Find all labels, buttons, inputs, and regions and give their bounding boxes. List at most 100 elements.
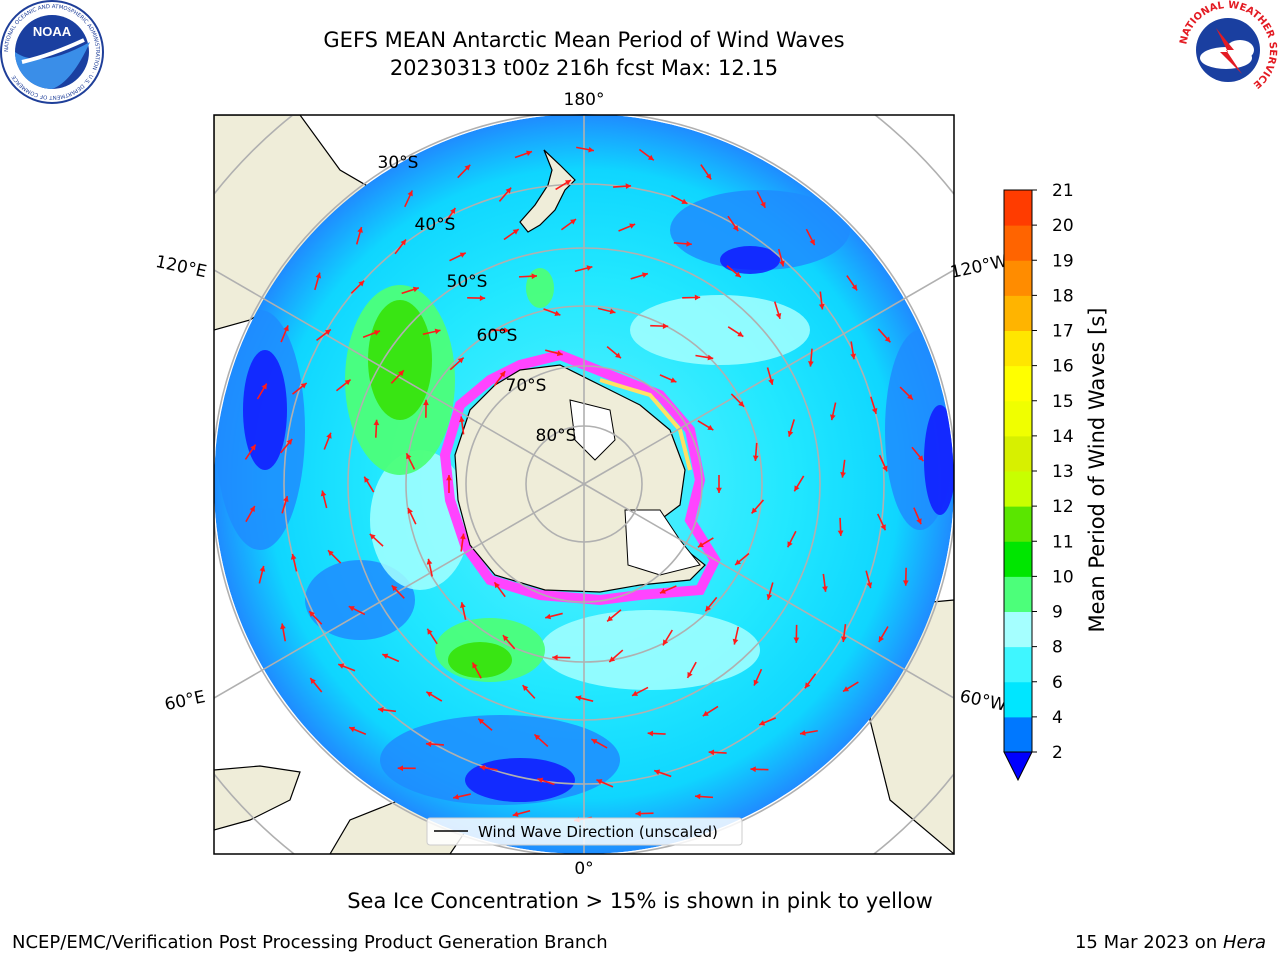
wave-arrow-head [800,730,806,736]
wave-arrow-head [283,496,289,502]
wave-arrow-head [472,662,478,669]
wave-arrow-head [478,718,485,725]
wave-arrow-head [358,280,365,287]
wave-arrow-head [427,628,433,635]
wave-arrow-head [369,533,376,540]
wave-arrow-head [309,611,315,617]
wave-arrow-head [494,582,500,589]
nws-logo: NATIONAL WEATHER SERVICE [1178,0,1278,98]
wave-arrow-head [882,465,888,472]
wave-arrow-head [632,690,639,696]
wave-arrow-head [775,312,782,319]
wave-arrow-head [554,310,561,316]
wave-arrow-head [662,639,669,646]
chart-subtitle: 20230313 t00z 216h fcst Max: 12.15 [389,56,779,80]
arrow-legend: Wind Wave Direction (unscaled) [426,817,743,846]
wave-arrow-head [259,565,266,572]
wave-arrow-head [426,691,433,698]
wave-arrow-head [647,730,654,737]
wave-arrow-head [866,582,873,589]
wave-arrow-head [787,430,794,437]
colorbar-segment [1004,295,1032,331]
wave-arrow-head [502,635,509,642]
wave-arrow-head [779,260,785,267]
colorbar-segment [1004,681,1032,718]
wave-arrow-head [670,377,677,383]
wave-arrow-head [768,378,774,385]
wave-arrow-head [591,739,598,745]
graticule [214,115,954,854]
wave-arrow-head [694,294,701,301]
wave-arrow-head [344,379,351,386]
wave-arrow-head [406,453,412,460]
wave-arrow-head [662,323,669,329]
wave-arrow-head [596,779,603,785]
wave-arrow-head [687,671,693,678]
colorbar-tick-label: 21 [1052,181,1074,201]
wave-arrow-head [324,329,331,335]
wave-arrow-head [283,325,289,332]
lon-label-60e: 60°E [163,687,207,715]
lat-label-50s: 50°S [447,272,488,292]
wave-arrow-head [373,419,380,426]
wave-arrow-head [629,223,636,229]
colorbar-segment [1004,646,1032,683]
wave-arrow-head [290,553,297,560]
wave-arrow-head [850,353,857,360]
wave-arrow-head [902,580,909,586]
wave-arrow-head [686,240,692,247]
wave-arrow-head [609,308,616,315]
noaa-logo: NATIONAL OCEANIC AND ATMOSPHERIC ADMINIS… [0,0,104,104]
colorbar: 2 4 6 8 9 10 11 12 13 14 15 16 17 18 19 20 21 [1003,181,1074,782]
wave-arrow-head [479,764,486,771]
wave-arrow-head [702,710,709,717]
wave-arrow-head [464,164,471,171]
colorbar-segment [1004,365,1032,402]
wave-arrow-head [407,507,413,514]
africa-landmass [214,765,301,831]
wave-arrow-head [822,586,828,592]
new-zealand-landmass [519,149,576,233]
date-text: 15 Mar 2023 on Hera [1075,932,1266,953]
colorbar-tick-label: 4 [1052,708,1063,728]
wave-arrow-head [732,225,739,232]
date-label: 15 Mar 2023 on [1074,932,1223,953]
wave-arrow-head [348,606,355,612]
wave-arrow-head [320,490,327,497]
wave-arrow-head [804,682,811,689]
wave-arrow-head [426,558,433,565]
wave-arrow-head [357,227,363,233]
wave-arrow-head [407,190,413,197]
colorbar-tick-label: 16 [1052,357,1074,377]
wave-arrow-head [851,284,858,291]
lon-label-0: 0° [574,859,593,879]
lat-label-60s: 60°S [477,326,518,346]
legend-label: Wind Wave Direction (unscaled) [478,823,718,841]
wave-arrow-head [871,408,878,414]
colorbar-segment [1004,400,1032,437]
colorbar-tick-label: 11 [1052,532,1074,552]
colorbar-tick-label: 10 [1052,567,1074,587]
colorbar-segment [1004,541,1032,577]
colorbar-tick-label: 19 [1052,251,1074,271]
colorbar-tick-label: 8 [1052,638,1063,658]
wave-arrow-head [446,475,452,481]
wave-arrow-head [654,769,661,775]
colorbar-segment [1004,330,1032,367]
wave-arrow-head [310,678,316,684]
colorbar-segment [1004,435,1032,472]
wave-arrow-head [460,533,466,540]
wave-arrow-head [457,357,464,364]
wave-arrow-head [647,154,654,161]
wave-arrow-head [697,542,704,548]
wave-arrow-head [878,636,884,643]
wave-arrow-head [705,173,712,180]
colorbar-under-arrow [1003,751,1033,782]
wave-arrow-head [884,336,891,343]
lon-label-120e: 120°E [154,252,209,282]
wave-arrow-head [753,679,759,686]
wave-arrow-head [734,271,741,278]
wave-arrow-head [286,438,293,445]
wave-arrow-head [840,472,846,478]
lat-label-40s: 40°S [415,215,456,235]
